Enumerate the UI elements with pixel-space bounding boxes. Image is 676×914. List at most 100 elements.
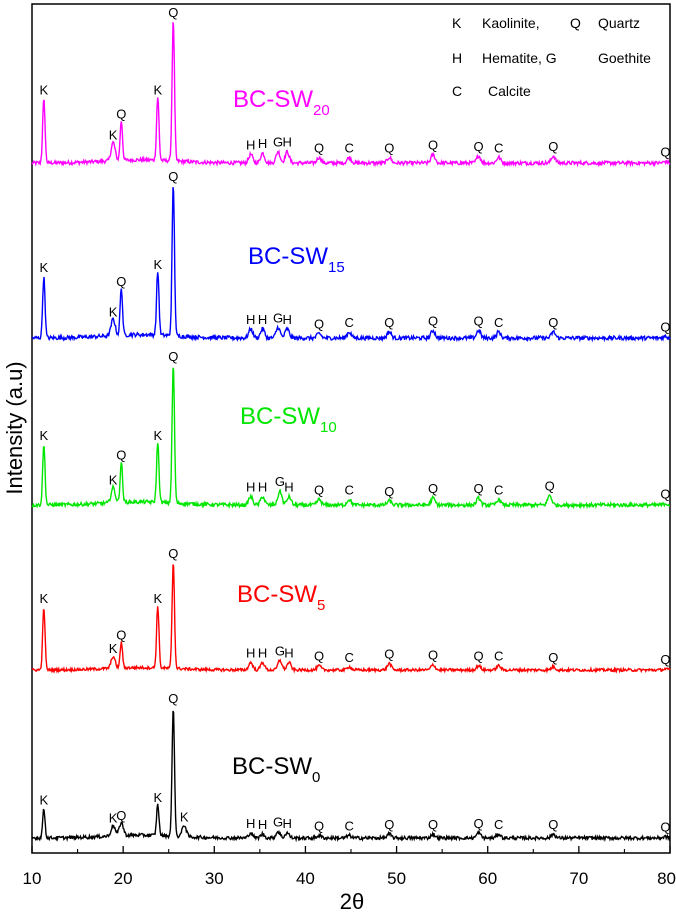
peak-label: H — [246, 138, 255, 153]
peak-label: Q — [545, 478, 555, 493]
peak-label: K — [109, 304, 118, 319]
legend: K Kaolinite, Q Quartz H Hematite, G Goethite C C… — [452, 15, 651, 99]
x-tick-label: 50 — [387, 869, 406, 888]
series-line — [31, 22, 671, 168]
peak-label: H — [258, 817, 267, 832]
peak-label: Q — [116, 448, 126, 463]
series-name: BC-SW0 — [232, 753, 320, 786]
peak-label: Q — [168, 349, 178, 364]
peak-label: C — [494, 482, 503, 497]
peak-label: Q — [384, 817, 394, 832]
plot-frame — [31, 3, 671, 854]
legend-text: K — [452, 15, 462, 31]
peak-label: H — [284, 646, 293, 661]
x-tick-label: 60 — [478, 869, 497, 888]
peak-label: Q — [314, 482, 324, 497]
peak-label: Q — [474, 139, 484, 154]
legend-text: Goethite — [598, 50, 651, 66]
peak-label: C — [345, 482, 354, 497]
series-name: BC-SW5 — [237, 581, 325, 614]
peak-label: Q — [168, 691, 178, 706]
peak-label: H — [283, 816, 292, 831]
peak-label: H — [246, 646, 255, 661]
peak-label: Q — [168, 546, 178, 561]
peak-label: Q — [116, 808, 126, 823]
peak-label: Q — [548, 650, 558, 665]
peak-label: H — [283, 312, 292, 327]
peak-label: C — [345, 315, 354, 330]
peak-label: Q — [384, 140, 394, 155]
peak-label: C — [345, 140, 354, 155]
peak-label: H — [258, 480, 267, 495]
series-name: BC-SW20 — [233, 86, 330, 119]
legend-text: Hematite, G — [482, 50, 557, 66]
peak-label: H — [258, 312, 267, 327]
x-axis-label: 2θ — [340, 889, 364, 914]
peak-label: G — [273, 135, 283, 150]
peak-label: Q — [384, 484, 394, 499]
peak-label: K — [153, 790, 162, 805]
peak-label: C — [345, 650, 354, 665]
x-tick-label: 70 — [569, 869, 588, 888]
peak-label: Q — [474, 313, 484, 328]
peak-label: Q — [428, 313, 438, 328]
peak-label: Q — [384, 315, 394, 330]
peak-label: Q — [428, 138, 438, 153]
peak-label: Q — [428, 481, 438, 496]
peak-label: K — [39, 792, 48, 807]
peak-label: H — [283, 135, 292, 150]
peak-label: Q — [660, 145, 670, 160]
series-line — [31, 187, 671, 343]
peak-label: Q — [474, 816, 484, 831]
peak-label: K — [153, 257, 162, 272]
peak-label: Q — [314, 818, 324, 833]
series-line — [31, 710, 671, 843]
peak-label: Q — [474, 649, 484, 664]
peak-label: K — [153, 428, 162, 443]
peak-label: K — [109, 641, 118, 656]
legend-text: Calcite — [488, 83, 531, 99]
peak-label: K — [180, 809, 189, 824]
peak-label: Q — [314, 649, 324, 664]
legend-text: Quartz — [598, 15, 640, 31]
x-axis: 10 20 30 40 50 60 70 80 — [23, 846, 676, 888]
peak-label: G — [273, 815, 283, 830]
peak-label: K — [39, 260, 48, 275]
peak-label: Q — [314, 316, 324, 331]
peak-label: Q — [428, 817, 438, 832]
y-axis-label: Intensity (a.u) — [2, 361, 27, 494]
peak-label: H — [284, 480, 293, 495]
peak-label: K — [109, 811, 118, 826]
peak-label: Q — [168, 5, 178, 20]
x-tick-label: 30 — [205, 869, 224, 888]
peak-label: K — [109, 128, 118, 143]
x-tick-label: 40 — [296, 869, 315, 888]
series-line — [31, 367, 671, 510]
peak-label: Q — [116, 627, 126, 642]
peak-label: H — [246, 312, 255, 327]
peak-label: Q — [474, 481, 484, 496]
legend-text: Q — [570, 15, 581, 31]
peak-label: H — [246, 816, 255, 831]
peak-label: Q — [548, 817, 558, 832]
peak-label: Q — [660, 320, 670, 335]
peak-label: K — [153, 591, 162, 606]
peak-label: C — [494, 817, 503, 832]
peak-label: Q — [116, 107, 126, 122]
legend-text: H — [452, 50, 462, 66]
peak-label: Q — [384, 647, 394, 662]
peak-label: Q — [660, 487, 670, 502]
peak-label: K — [39, 428, 48, 443]
peak-label: K — [39, 83, 48, 98]
peak-label: C — [494, 140, 503, 155]
peak-label: Q — [168, 169, 178, 184]
peak-label: K — [39, 591, 48, 606]
peak-label: Q — [428, 648, 438, 663]
peak-label: Q — [548, 315, 558, 330]
